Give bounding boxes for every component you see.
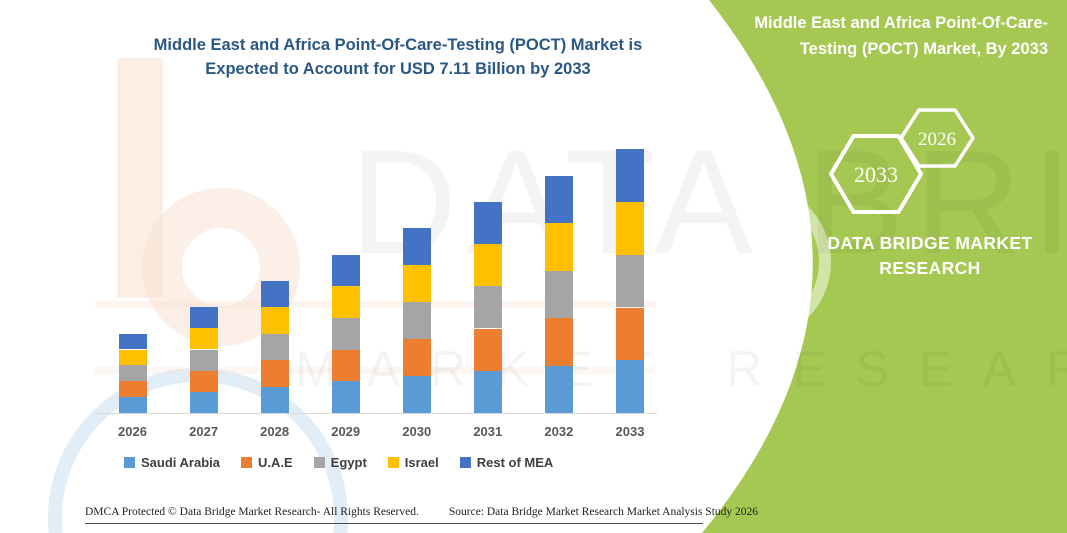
bar-segment-2029-rest-of-mea xyxy=(331,254,360,287)
x-axis-label-2029: 2029 xyxy=(331,424,361,439)
x-axis-label-2028: 2028 xyxy=(260,424,290,439)
bar-segment-2030-saudi-arabia xyxy=(402,376,431,413)
white-arc-watermark xyxy=(673,183,831,341)
bar-segment-2032-egypt xyxy=(544,270,573,318)
footer-copyright: DMCA Protected © Data Bridge Market Rese… xyxy=(85,506,419,518)
legend-label-rest-of-mea: Rest of MEA xyxy=(476,455,554,470)
chart-title-line1: Middle East and Africa Point-Of-Care-Tes… xyxy=(153,36,643,54)
bar-segment-2032-saudi-arabia xyxy=(544,365,573,413)
bar-segment-2030-u-a-e xyxy=(402,339,431,377)
hexagon-2026-label: 2026 xyxy=(918,129,956,150)
bar-segment-2030-israel xyxy=(402,265,431,303)
x-axis-line xyxy=(95,413,657,414)
legend-item-israel: Israel xyxy=(387,455,439,470)
bar-segment-2032-u-a-e xyxy=(544,318,573,366)
bar-segment-2027-saudi-arabia xyxy=(189,391,218,413)
bar-segment-2033-egypt xyxy=(616,254,644,308)
legend-item-saudi-arabia: Saudi Arabia xyxy=(124,455,220,470)
bar-segment-2033-saudi-arabia xyxy=(616,360,644,413)
legend-swatch-egypt xyxy=(313,457,325,468)
legend-label-saudi-arabia: Saudi Arabia xyxy=(141,455,220,470)
x-axis-label-2033: 2033 xyxy=(615,424,645,439)
bar-segment-2026-israel xyxy=(118,349,147,366)
bar-segment-2029-u-a-e xyxy=(331,349,360,382)
chart-title: Middle East and Africa Point-Of-Care-Tes… xyxy=(120,33,676,81)
bar-segment-2033-u-a-e xyxy=(616,307,644,361)
chart-title-line2: Expected to Account for USD 7.11 Billion… xyxy=(205,60,591,78)
bar-segment-2028-u-a-e xyxy=(260,360,289,387)
bar-segment-2031-saudi-arabia xyxy=(473,370,502,413)
bar-segment-2031-rest-of-mea xyxy=(473,201,502,245)
hexagon-2026 xyxy=(899,108,975,168)
footer-divider-line xyxy=(85,523,703,524)
legend-label-egypt: Egypt xyxy=(330,455,367,470)
bar-segment-2031-u-a-e xyxy=(473,328,502,371)
hexagon-2033-label: 2033 xyxy=(854,162,898,187)
bar-segment-2026-egypt xyxy=(118,365,147,382)
bar-segment-2026-saudi-arabia xyxy=(118,397,147,413)
bar-segment-2027-u-a-e xyxy=(189,370,218,392)
bar-segment-2033-israel xyxy=(616,202,644,255)
x-axis-label-2030: 2030 xyxy=(402,424,432,439)
legend-swatch-saudi-arabia xyxy=(124,457,135,468)
hexagon-2033 xyxy=(829,134,923,214)
brand-name-line1: DATA BRIDGE MARKET xyxy=(827,233,1033,253)
bar-segment-2029-israel xyxy=(331,286,360,318)
footer: DMCA Protected © Data Bridge Market Rese… xyxy=(85,506,758,518)
x-axis-label-2032: 2032 xyxy=(544,424,574,439)
side-panel-title: Middle East and Africa Point-Of-Care- Te… xyxy=(728,10,1048,62)
side-panel-title-line1: Middle East and Africa Point-Of-Care- xyxy=(754,14,1048,32)
legend-item-u-a-e: U.A.E xyxy=(240,455,293,470)
x-axis-label-2031: 2031 xyxy=(473,424,503,439)
bar-segment-2028-saudi-arabia xyxy=(260,386,289,413)
bar-segment-2026-u-a-e xyxy=(118,381,147,398)
bar-segment-2029-egypt xyxy=(331,317,360,350)
legend-swatch-rest-of-mea xyxy=(459,457,471,468)
bar-segment-2032-israel xyxy=(544,223,573,271)
bar-segment-2031-egypt xyxy=(473,286,502,329)
x-axis-label-2026: 2026 xyxy=(118,424,147,439)
brand-name-line2: RESEARCH xyxy=(879,258,981,278)
bar-segment-2029-saudi-arabia xyxy=(331,381,360,413)
legend-item-egypt: Egypt xyxy=(313,455,367,470)
bar-segment-2031-israel xyxy=(473,244,502,287)
chart-legend: Saudi Arabia U.A.E Egypt Israel Rest of MEA xyxy=(124,455,553,470)
legend-swatch-u-a-e xyxy=(240,457,252,468)
footer-source: Source: Data Bridge Market Research Mark… xyxy=(448,506,759,518)
brand-name: DATA BRIDGE MARKET RESEARCH xyxy=(790,231,1067,281)
legend-label-u-a-e: U.A.E xyxy=(257,455,293,470)
bar-segment-2030-egypt xyxy=(402,302,431,340)
legend-item-rest-of-mea: Rest of MEA xyxy=(459,455,554,470)
side-panel-title-line2: Testing (POCT) Market, By 2033 xyxy=(799,40,1048,58)
bar-segment-2030-rest-of-mea xyxy=(402,228,431,266)
bar-segment-2027-egypt xyxy=(189,349,218,371)
x-axis-label-2027: 2027 xyxy=(189,424,219,439)
legend-swatch-israel xyxy=(387,457,399,468)
bar-segment-2032-rest-of-mea xyxy=(544,175,573,224)
green-panel-shape xyxy=(702,0,1067,533)
bar-segment-2033-rest-of-mea xyxy=(616,149,644,202)
bar-segment-2026-rest-of-mea xyxy=(118,333,147,350)
legend-label-israel: Israel xyxy=(404,455,439,470)
